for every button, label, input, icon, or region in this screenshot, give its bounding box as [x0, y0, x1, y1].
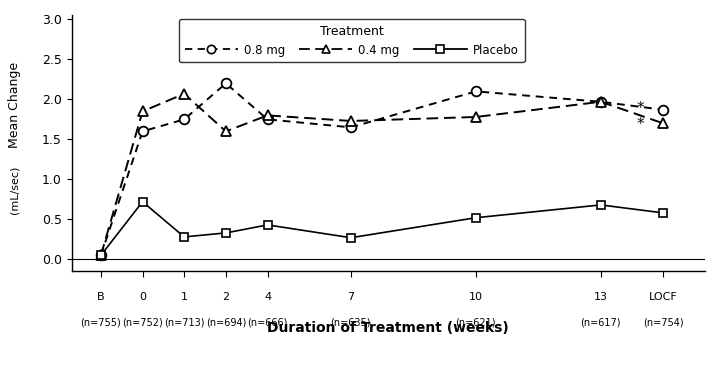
Text: (n=713): (n=713): [164, 317, 204, 327]
Text: (n=755): (n=755): [81, 317, 121, 327]
Text: B: B: [97, 292, 104, 302]
Text: (n=666): (n=666): [248, 317, 288, 327]
Text: 2: 2: [222, 292, 230, 302]
Text: 7: 7: [347, 292, 354, 302]
Text: 4: 4: [264, 292, 271, 302]
Text: (n=635): (n=635): [330, 317, 371, 327]
Text: 10: 10: [469, 292, 483, 302]
Text: (mL/sec): (mL/sec): [10, 165, 19, 214]
Text: Mean Change: Mean Change: [8, 62, 21, 148]
Text: (n=754): (n=754): [643, 317, 684, 327]
Text: LOCF: LOCF: [649, 292, 678, 302]
Text: (n=617): (n=617): [580, 317, 621, 327]
X-axis label: Duration of Treatment (weeks): Duration of Treatment (weeks): [268, 321, 509, 335]
Text: 13: 13: [594, 292, 608, 302]
Text: (n=621): (n=621): [456, 317, 496, 327]
Text: (n=752): (n=752): [122, 317, 163, 327]
Legend: 0.8 mg, 0.4 mg, Placebo: 0.8 mg, 0.4 mg, Placebo: [179, 19, 525, 62]
Text: 1: 1: [181, 292, 188, 302]
Text: *: *: [636, 101, 644, 116]
Text: 0: 0: [139, 292, 146, 302]
Text: (n=694): (n=694): [206, 317, 246, 327]
Text: *: *: [636, 117, 644, 133]
